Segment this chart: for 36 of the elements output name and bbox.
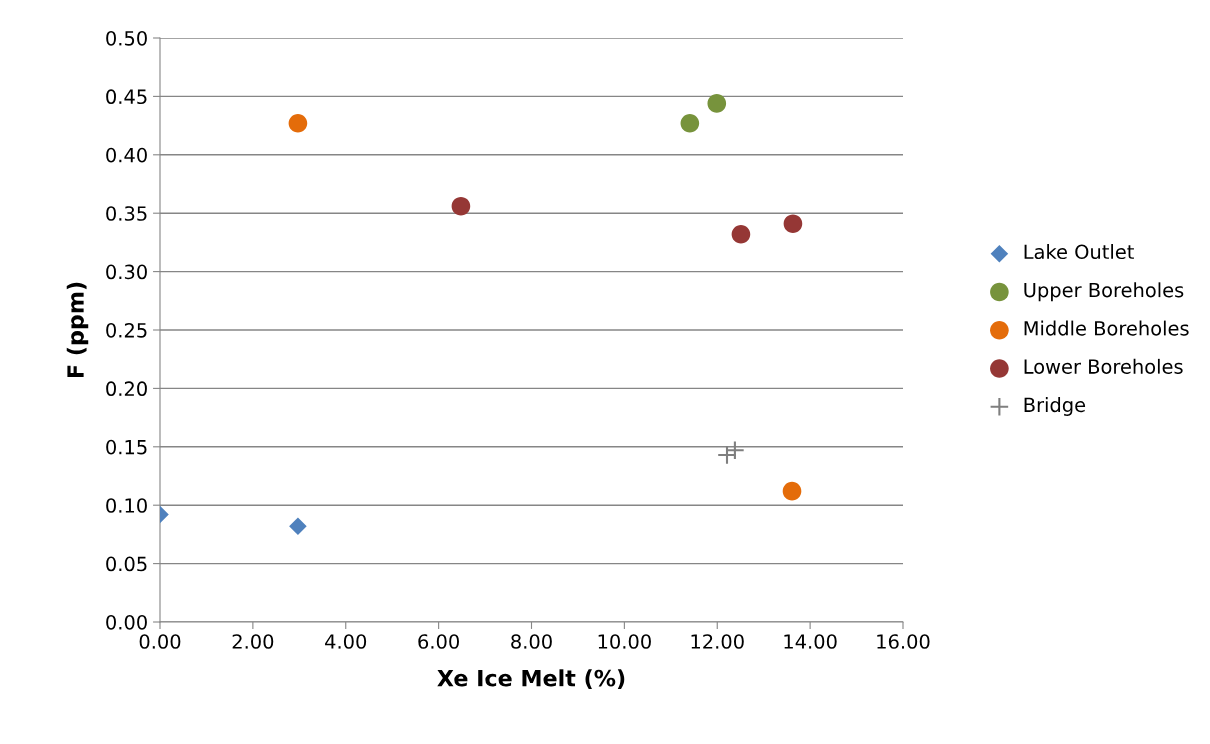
legend-label: Middle Boreholes [1024, 320, 1189, 336]
x-tick-label: 10.00 [598, 634, 651, 649]
legend-label: Lower Boreholes [1024, 358, 1183, 374]
x-tick-label: 14.00 [784, 634, 837, 649]
point [783, 214, 803, 234]
y-tick-label: 0.35 [106, 206, 147, 221]
point [680, 113, 700, 133]
point [725, 440, 745, 461]
y-tick-label: 0.25 [106, 322, 147, 338]
point [451, 196, 471, 216]
y-tick-label: 0.40 [106, 147, 147, 163]
point [782, 481, 802, 501]
y-tick-label: 0.00 [106, 614, 147, 630]
y-tick-label: 0.05 [106, 556, 147, 572]
legend-label: Bridge [1024, 397, 1086, 416]
x-tick-label: 16.00 [877, 634, 930, 649]
y-axis-title: F (ppm) [66, 282, 89, 378]
y-tick-label: 0.15 [106, 439, 147, 455]
legend-label: Upper Boreholes [1024, 282, 1184, 302]
point [731, 224, 751, 244]
x-tick-label: 8.00 [511, 634, 552, 649]
x-tick-label: 0.00 [139, 634, 181, 649]
y-tick-label: 0.30 [106, 264, 147, 280]
x-tick-label: 4.00 [325, 634, 367, 649]
y-tick-label: 0.50 [106, 30, 147, 46]
point [707, 94, 727, 113]
x-tick-label: 2.00 [232, 634, 274, 649]
point [288, 113, 308, 133]
x-tick-label: 12.00 [691, 634, 744, 649]
legend-label: Lake Outlet [1024, 244, 1134, 260]
x-tick-label: 6.00 [418, 634, 459, 649]
x-axis-title: Xe Ice Melt (%) [437, 669, 625, 690]
y-tick-label: 0.45 [106, 89, 147, 105]
y-tick-label: 0.20 [106, 381, 147, 397]
y-tick-label: 0.10 [106, 498, 147, 513]
point [717, 445, 737, 465]
